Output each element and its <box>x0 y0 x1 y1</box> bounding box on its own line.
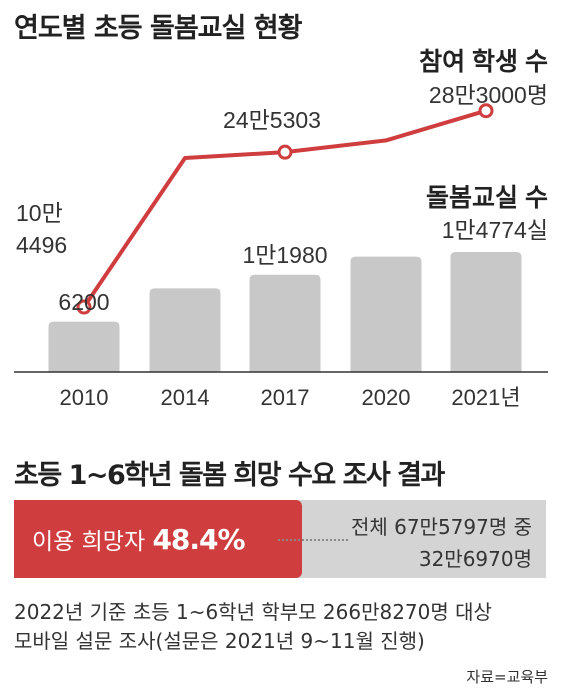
chart-title: 연도별 초등 돌봄교실 현황 <box>14 13 302 44</box>
source-credit: 자료=교육부 <box>466 668 548 686</box>
bar-2010 <box>48 321 120 372</box>
bar-value-label: 1만4774실 <box>442 217 548 243</box>
x-tick-label: 2020 <box>362 385 411 410</box>
x-tick-label: 2021년 <box>451 385 520 410</box>
bar-2020 <box>350 256 422 372</box>
description-line-1: 2022년 기준 초등 1~6학년 학부모 266만8270명 대상 <box>14 600 492 624</box>
bar-value-label: 1만1980 <box>242 242 327 268</box>
survey-progress-bar: 이용 희망자 48.4% 전체 67만5797명 중 32만6970명 <box>14 500 546 578</box>
line-value-label: 28만3000명 <box>429 82 548 108</box>
bar-2014 <box>149 288 221 372</box>
survey-title: 초등 1~6학년 돌봄 희망 수요 조사 결과 <box>14 460 445 491</box>
line-value-label: 4496 <box>16 232 67 258</box>
survey-fill-text: 이용 희망자 <box>32 529 146 555</box>
bar-series-name: 돌봄교실 수 <box>426 184 548 212</box>
line-value-label: 10만 <box>16 200 63 226</box>
bar-2017 <box>249 274 321 372</box>
line-value-label: 24만5303 <box>223 107 321 133</box>
line-point-2021년 <box>478 103 494 119</box>
x-tick-label: 2014 <box>161 385 210 410</box>
survey-total-note: 전체 67만5797명 중 <box>350 515 532 539</box>
x-tick-label: 2017 <box>261 385 310 410</box>
leader-line <box>278 539 348 541</box>
x-tick-label: 2010 <box>60 385 109 410</box>
description-line-2: 모바일 설문 조사(설문은 2021년 9~11월 진행) <box>14 629 425 653</box>
line-point-2010 <box>76 299 92 315</box>
survey-count-note: 32만6970명 <box>418 547 532 571</box>
survey-progress-fill: 이용 희망자 48.4% <box>14 500 302 578</box>
bar-value-label: 6200 <box>58 289 109 315</box>
survey-fill-label: 이용 희망자 48.4% <box>32 522 246 556</box>
line-point-2017 <box>277 144 293 160</box>
line-series-name: 참여 학생 수 <box>419 48 548 76</box>
combo-chart: 2010 2014 2017 2020 2021년 10만 4496 24만5303 28만3… <box>14 48 548 410</box>
bar-2021년 <box>450 252 522 372</box>
survey-fill-value: 48.4% <box>152 523 245 556</box>
